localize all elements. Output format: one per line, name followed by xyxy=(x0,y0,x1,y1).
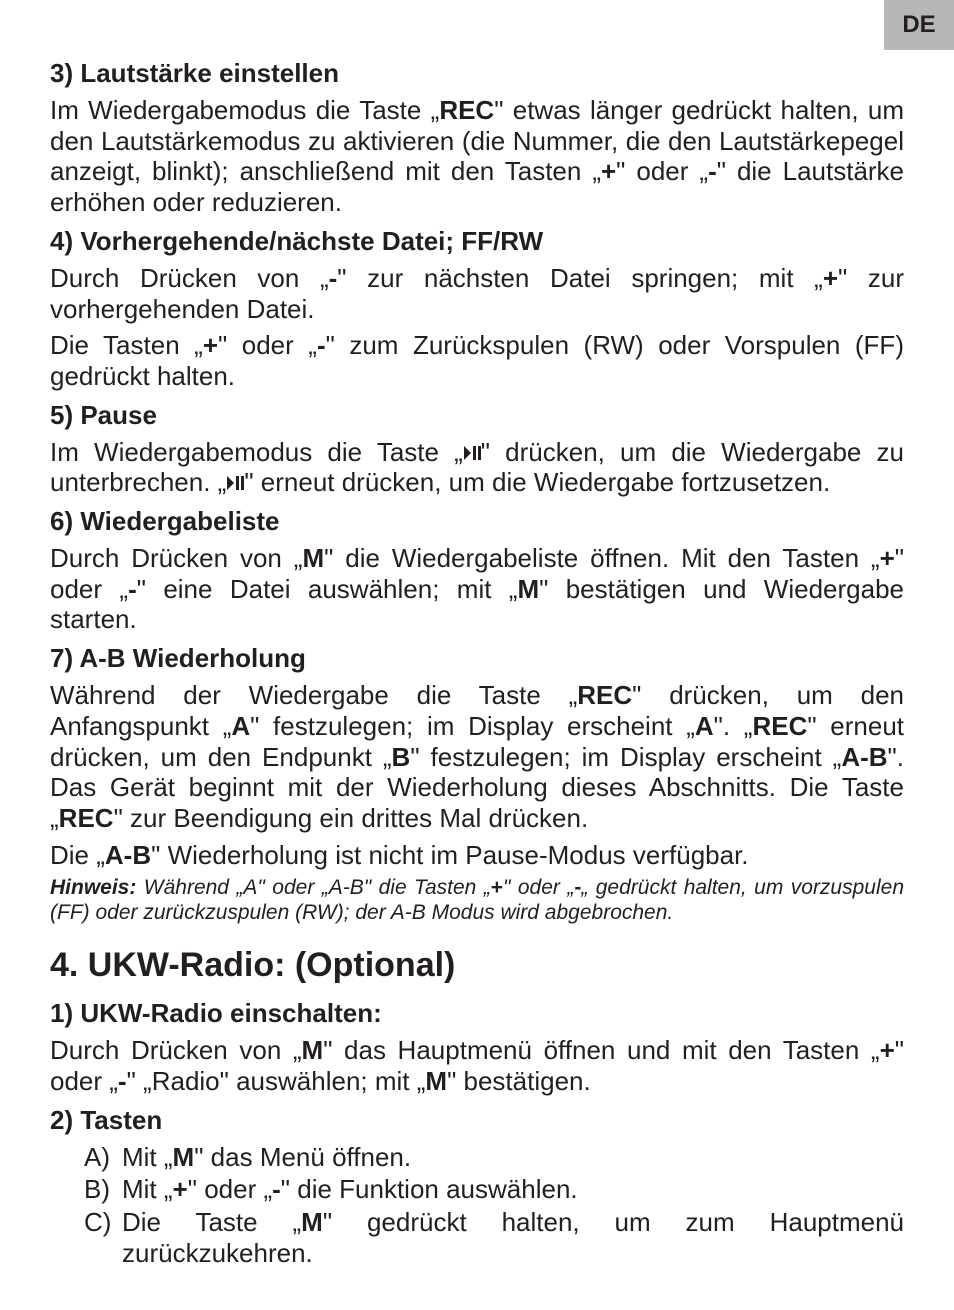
text: " bestätigen. xyxy=(447,1066,591,1096)
text: " oder „ xyxy=(218,330,317,360)
list-marker: A) xyxy=(84,1142,110,1173)
text: " das Menü öffnen. xyxy=(194,1142,411,1172)
text: Die Tasten „ xyxy=(50,330,203,360)
text: Während „A" oder „A-B" die Tasten „ xyxy=(136,876,490,899)
list-marker: B) xyxy=(84,1174,110,1205)
key-plus: + xyxy=(491,876,503,899)
heading-pause: 5) Pause xyxy=(50,398,904,433)
text: Während der Wiedergabe die Taste „ xyxy=(50,680,577,710)
paragraph-playlist: Durch Drücken von „M" die Wiedergabelist… xyxy=(50,543,904,635)
heading-volume: 3) Lautstärke einstellen xyxy=(50,56,904,91)
note-label: Hinweis: xyxy=(50,876,136,899)
key-rec: REC xyxy=(59,803,114,833)
text: Durch Drücken von „ xyxy=(50,543,302,573)
text: " das Hauptmenü öffnen und mit den Taste… xyxy=(323,1035,879,1065)
key-plus: + xyxy=(601,156,616,186)
text: Im Wiedergabemodus die Taste „ xyxy=(50,437,463,467)
key-m: M xyxy=(302,543,324,573)
paragraph-pause: Im Wiedergabemodus die Taste „" drücken,… xyxy=(50,437,904,498)
key-b: B xyxy=(392,742,411,772)
list-item: B) Mit „+" oder „-" die Funktion auswähl… xyxy=(84,1174,904,1205)
text: " die Wiedergabeliste öffnen. Mit den Ta… xyxy=(324,543,879,573)
text: " oder „ xyxy=(188,1174,272,1204)
key-a: A xyxy=(231,711,250,741)
text: Im Wiedergabemodus die Taste „ xyxy=(50,95,439,125)
key-rec: REC xyxy=(577,680,632,710)
key-a: A xyxy=(695,711,714,741)
text: Durch Drücken von „ xyxy=(50,263,329,293)
text: " die Funktion auswählen. xyxy=(281,1174,578,1204)
list-item: A) Mit „M" das Menü öffnen. xyxy=(84,1142,904,1173)
key-plus: + xyxy=(203,330,218,360)
text: " zur nächsten Datei springen; mit „ xyxy=(337,263,823,293)
paragraph-abrepeat-1: Während der Wiedergabe die Taste „REC" d… xyxy=(50,680,904,833)
page: DE 3) Lautstärke einstellen Im Wiedergab… xyxy=(0,0,954,1310)
heading-abrepeat: 7) A-B Wiederholung xyxy=(50,641,904,676)
text: " oder „ xyxy=(503,876,574,899)
text: " Wiederholung ist nicht im Pause-Modus … xyxy=(151,840,748,870)
paragraph-radio-on: Durch Drücken von „M" das Hauptmenü öffn… xyxy=(50,1035,904,1096)
paragraph-volume: Im Wiedergabemodus die Taste „REC" etwas… xyxy=(50,95,904,218)
list-radio-keys: A) Mit „M" das Menü öffnen. B) Mit „+" o… xyxy=(50,1142,904,1269)
key-m: M xyxy=(173,1142,195,1172)
play-pause-icon xyxy=(463,444,481,462)
key-plus: + xyxy=(173,1174,188,1204)
key-ab: A-B xyxy=(841,742,887,772)
text: " oder „ xyxy=(616,156,708,186)
paragraph-prevnext-2: Die Tasten „+" oder „-" zum Zurückspulen… xyxy=(50,330,904,391)
text: " zur Beendigung ein drittes Mal drücken… xyxy=(114,803,589,833)
text: Mit „ xyxy=(122,1174,173,1204)
text: " festzulegen; im Display erscheint „ xyxy=(410,742,841,772)
key-minus: - xyxy=(708,156,717,186)
text: " eine Datei auswählen; mit „ xyxy=(137,574,518,604)
key-minus: - xyxy=(317,330,326,360)
heading-prevnext: 4) Vorhergehende/nächste Datei; FF/RW xyxy=(50,224,904,259)
heading-playlist: 6) Wiedergabeliste xyxy=(50,504,904,539)
list-item: C) Die Taste „M" gedrückt halten, um zum… xyxy=(84,1207,904,1268)
text: Mit „ xyxy=(122,1142,173,1172)
key-minus: - xyxy=(118,1066,127,1096)
key-plus: + xyxy=(823,263,838,293)
list-marker: C) xyxy=(84,1207,111,1238)
text: ". „ xyxy=(714,711,753,741)
text: Die „ xyxy=(50,840,105,870)
heading-radio-on: 1) UKW-Radio einschalten: xyxy=(50,996,904,1031)
key-minus: - xyxy=(329,263,338,293)
text: Die Taste „ xyxy=(122,1207,301,1237)
paragraph-prevnext-1: Durch Drücken von „-" zur nächsten Datei… xyxy=(50,263,904,324)
paragraph-abrepeat-2: Die „A-B" Wiederholung ist nicht im Paus… xyxy=(50,840,904,871)
key-minus: - xyxy=(128,574,137,604)
text: " festzulegen; im Display erscheint „ xyxy=(250,711,695,741)
heading-ukw-radio: 4. UKW-Radio: (Optional) xyxy=(50,944,904,987)
heading-radio-keys: 2) Tasten xyxy=(50,1103,904,1138)
language-tab: DE xyxy=(884,0,954,50)
text: " erneut drücken, um die Wiedergabe fort… xyxy=(244,467,830,497)
key-rec: REC xyxy=(439,95,494,125)
text: " „Radio" auswählen; mit „ xyxy=(127,1066,426,1096)
key-minus: - xyxy=(272,1174,281,1204)
note-abrepeat: Hinweis: Während „A" oder „A-B" die Tast… xyxy=(50,876,904,926)
key-plus: + xyxy=(880,543,895,573)
play-pause-icon xyxy=(226,474,244,492)
key-ab: A-B xyxy=(105,840,151,870)
key-plus: + xyxy=(880,1035,895,1065)
key-m: M xyxy=(517,574,539,604)
key-m: M xyxy=(425,1066,447,1096)
key-m: M xyxy=(302,1035,324,1065)
text: Durch Drücken von „ xyxy=(50,1035,302,1065)
key-m: M xyxy=(301,1207,323,1237)
key-rec: REC xyxy=(752,711,807,741)
